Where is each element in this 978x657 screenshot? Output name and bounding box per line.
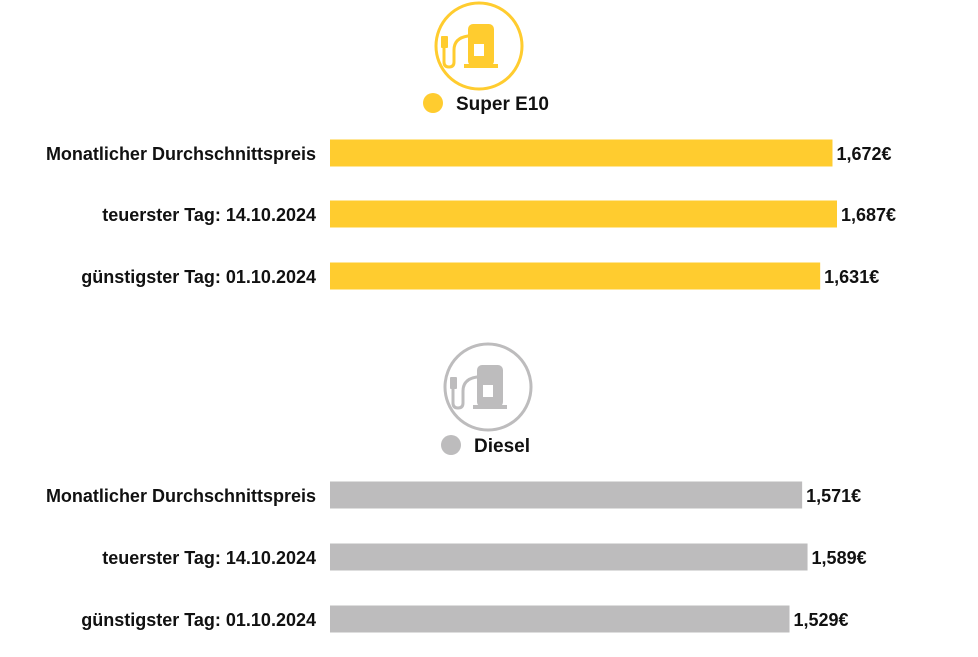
pump-window [483, 385, 493, 397]
bar [330, 200, 837, 228]
data-label: 1,631€ [824, 267, 879, 287]
category-label: teuerster Tag: 14.10.2024 [102, 548, 316, 568]
icon-ring [443, 342, 533, 432]
pump-base [473, 405, 507, 409]
series-group-diesel: Diesel Monatlicher Durchschnittspreis 1,57… [46, 342, 867, 633]
pump-window [474, 44, 484, 56]
data-label: 1,589€ [812, 548, 867, 568]
icon-ring [434, 1, 524, 91]
bar [330, 139, 833, 167]
bar [330, 262, 821, 290]
data-label: 1,687€ [841, 205, 896, 225]
category-label: Monatlicher Durchschnittspreis [46, 486, 316, 506]
fuel-pump-icon [434, 1, 524, 91]
legend-swatch [441, 435, 461, 455]
pump-nozzle [450, 377, 457, 389]
category-label: günstigster Tag: 01.10.2024 [81, 610, 316, 630]
pump-hose [451, 375, 479, 410]
pump-hose [442, 34, 470, 69]
data-label: 1,571€ [806, 486, 861, 506]
category-label: teuerster Tag: 14.10.2024 [102, 205, 316, 225]
bar [330, 543, 808, 571]
data-label: 1,672€ [836, 144, 891, 164]
bar [330, 481, 803, 509]
legend-label: Diesel [474, 436, 530, 457]
series-group-super-e10: Super E10 Monatlicher Durchschnittspreis 1… [46, 1, 896, 290]
legend-label: Super E10 [456, 94, 549, 115]
fuel-pump-icon [443, 342, 533, 432]
pump-nozzle [441, 36, 448, 48]
category-label: günstigster Tag: 01.10.2024 [81, 267, 316, 287]
legend-swatch [423, 93, 443, 113]
category-label: Monatlicher Durchschnittspreis [46, 144, 316, 164]
data-label: 1,529€ [794, 610, 849, 630]
pump-base [464, 64, 498, 68]
bar [330, 605, 790, 633]
